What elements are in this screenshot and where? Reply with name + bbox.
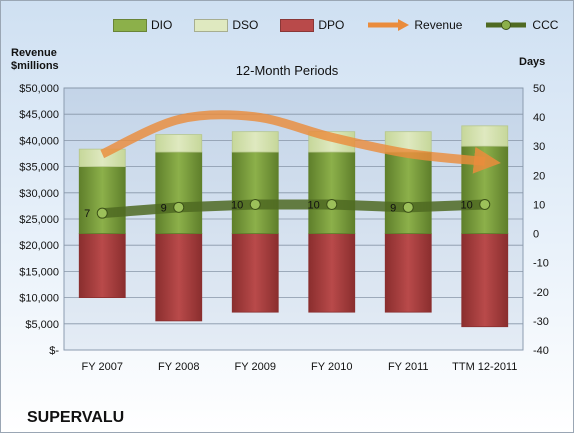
right-tick-label: -20	[533, 287, 549, 299]
ccc-point	[326, 198, 338, 210]
ccc-point	[479, 198, 491, 210]
right-tick-label: 40	[533, 112, 545, 124]
category-label: FY 2008	[158, 361, 199, 373]
legend: DIO DSO DPO Revenue CCC	[113, 15, 574, 35]
legend-swatch-dpo	[280, 18, 315, 32]
bar-dso	[231, 131, 279, 153]
company-name: SUPERVALU	[27, 409, 125, 426]
legend-label-ccc: CCC	[532, 18, 559, 32]
revenue-line	[100, 110, 501, 174]
bar-dpo	[461, 233, 509, 328]
ccc-data-label: 10	[231, 199, 243, 211]
legend-item-ccc: CCC	[484, 18, 558, 32]
ccc-data-label: 10	[461, 199, 473, 211]
right-axis-title: Days	[519, 56, 546, 68]
bar-dio	[155, 151, 203, 234]
legend-arrow-icon	[368, 19, 410, 31]
right-tick-label: 50	[533, 83, 545, 95]
ccc-data-label: 7	[84, 208, 90, 220]
left-tick-label: $40,000	[19, 135, 59, 147]
left-axis-title-line1: Revenue	[11, 47, 57, 59]
bar-dio	[231, 151, 279, 234]
category-label: FY 2007	[82, 361, 123, 373]
right-tick-label: 10	[533, 199, 545, 211]
bar-dio	[308, 151, 356, 234]
bar-dso	[461, 125, 509, 147]
bar-dio	[384, 151, 432, 234]
left-axis-title-line2: $millions	[11, 60, 59, 72]
left-tick-label: $10,000	[19, 293, 59, 305]
legend-item-dio: DIO	[113, 18, 172, 32]
ccc-data-label: 9	[390, 202, 396, 214]
right-tick-label: 0	[533, 229, 539, 241]
ccc-data-label: 10	[308, 199, 320, 211]
ccc-point	[96, 207, 108, 219]
legend-item-dso: DSO	[194, 18, 258, 32]
left-tick-label: $-	[49, 345, 59, 357]
bar-dpo	[308, 233, 356, 313]
left-tick-label: $25,000	[19, 214, 59, 226]
right-tick-label: -40	[533, 345, 549, 357]
legend-item-dpo: DPO	[280, 18, 344, 32]
legend-swatch-dio	[113, 18, 147, 32]
bar-dso	[155, 134, 203, 153]
right-tick-label: 20	[533, 170, 545, 182]
bar-dpo	[384, 233, 432, 313]
category-label: FY 2011	[388, 361, 429, 373]
legend-label-revenue: Revenue	[414, 18, 463, 32]
ccc-point	[249, 198, 261, 210]
legend-label-dso: DSO	[232, 18, 259, 32]
left-tick-label: $20,000	[19, 240, 59, 252]
bar-dpo	[231, 233, 279, 313]
right-tick-label: 30	[533, 141, 545, 153]
right-tick-label: -10	[533, 258, 549, 270]
legend-label-dio: DIO	[151, 18, 173, 32]
category-label: FY 2010	[311, 361, 352, 373]
ccc-point	[402, 201, 414, 213]
ccc-line	[101, 199, 485, 219]
left-axis-title: Revenue $millions	[11, 47, 59, 73]
legend-item-revenue: Revenue	[366, 18, 462, 32]
left-tick-label: $30,000	[19, 188, 59, 200]
chart-title: 12-Month Periods	[235, 63, 339, 78]
category-label: FY 2009	[235, 361, 276, 373]
category-label: TTM 12-2011	[452, 361, 517, 373]
left-tick-label: $5,000	[25, 319, 59, 331]
legend-swatch-dso	[194, 18, 229, 32]
ccc-data-label: 9	[161, 202, 167, 214]
bar-dpo	[155, 233, 203, 322]
bar-dpo	[78, 233, 126, 298]
right-tick-label: -30	[533, 316, 549, 328]
bar-dio	[78, 166, 126, 234]
legend-label-dpo: DPO	[318, 18, 345, 32]
left-tick-label: $50,000	[19, 83, 59, 95]
legend-line-marker-icon	[486, 20, 527, 30]
left-tick-label: $15,000	[19, 266, 59, 278]
ccc-point	[173, 201, 185, 213]
left-tick-label: $35,000	[19, 162, 59, 174]
left-tick-label: $45,000	[19, 109, 59, 121]
